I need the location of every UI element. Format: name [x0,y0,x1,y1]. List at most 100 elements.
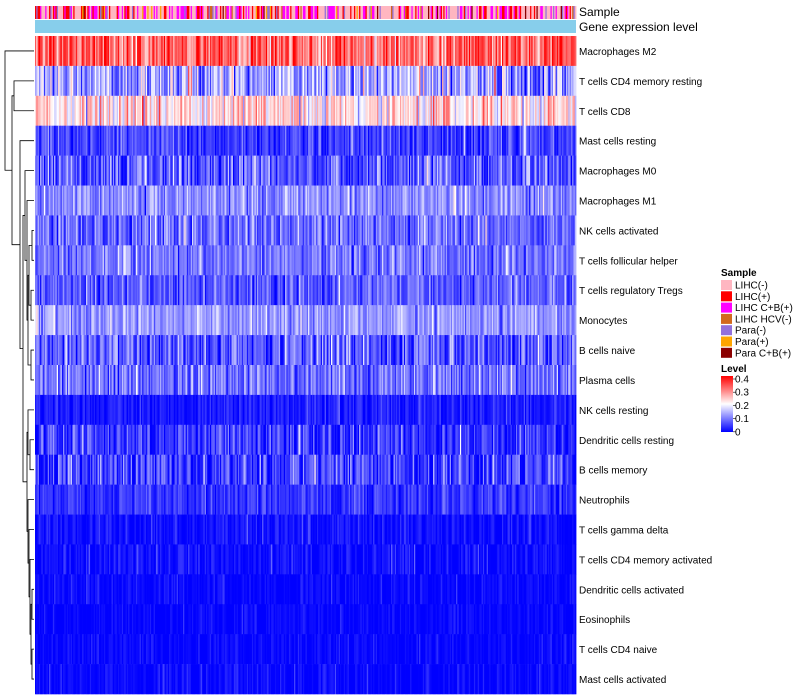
heatmap-cell [468,185,471,216]
heatmap-cell [144,65,147,97]
sample-annotation-cell [80,6,83,19]
heatmap-cell [139,95,142,127]
heatmap-cell [439,65,442,97]
heatmap-cell [117,215,120,246]
heatmap-cell [398,125,401,156]
heatmap-cell [119,36,121,67]
heatmap-cell [310,36,313,67]
heatmap-cell [462,65,465,97]
heatmap-cell [102,125,105,156]
heatmap-cell [251,335,254,366]
heatmap-cell [331,335,333,366]
heatmap-cell [572,155,574,186]
heatmap-cell [412,245,415,276]
heatmap-cell [117,245,120,276]
heatmap-cell [373,125,375,156]
heatmap-cell [517,185,519,216]
heatmap-cell [61,95,64,127]
heatmap-cell [375,245,378,276]
heatmap-cell [168,65,171,97]
heatmap-cell [231,36,234,67]
heatmap-cell [477,125,480,156]
heatmap-cell [524,305,527,336]
heatmap-cell [276,305,278,336]
heatmap-cell [522,185,525,216]
heatmap-cell [334,36,337,67]
heatmap-cell [435,185,438,216]
heatmap-cell [355,185,357,216]
heatmap-cell [142,36,144,67]
heatmap-cell [54,275,56,306]
heatmap-cell [565,305,568,336]
heatmap-cell [544,245,546,276]
heatmap-cell [332,185,334,216]
heatmap-cell [462,185,465,216]
heatmap-cell [502,65,504,97]
sample-annotation-cell [308,6,310,19]
heatmap-cell [230,155,232,186]
heatmap-cell [42,335,45,366]
heatmap-cell [487,305,490,336]
heatmap-cell [163,275,166,306]
heatmap-cell [37,215,40,246]
heatmap-cell [126,305,129,336]
sample-annotation-cell [70,6,73,19]
heatmap-cell [92,275,95,306]
sample-annotation-cell [564,6,567,19]
heatmap-cell [544,155,546,186]
heatmap-cell [393,245,396,276]
heatmap-cell [443,65,445,97]
heatmap-cell [123,65,125,97]
heatmap-cell [234,335,236,366]
heatmap-cell [84,155,87,186]
heatmap-cell [274,65,277,97]
heatmap-cell [494,65,497,97]
heatmap-cell [119,335,121,366]
heatmap-cell [355,245,357,276]
heatmap-cell [151,335,153,366]
heatmap-cell [339,215,342,246]
heatmap-cell [514,125,517,156]
heatmap-cell [332,215,334,246]
heatmap-cell [160,245,162,276]
heatmap-cell [306,36,309,67]
heatmap-cell [139,215,142,246]
heatmap-cell [535,185,537,216]
heatmap-cell [216,95,218,127]
heatmap-cell [56,65,59,97]
sample-annotation-cell [485,6,488,19]
heatmap-cell [94,36,97,67]
heatmap-cell [125,245,128,276]
heatmap-cell [356,155,359,186]
heatmap-cell [143,155,146,186]
heatmap-cell [468,95,471,127]
heatmap-cell [183,65,185,97]
heatmap-cell [57,275,60,306]
sample-annotation-cell [473,6,476,19]
sample-annotation-cell [397,6,400,19]
heatmap-cell [420,95,423,127]
heatmap-cell [405,95,407,127]
heatmap-cell [109,245,111,276]
heatmap-cell [420,65,423,97]
heatmap-cell [144,305,147,336]
sample-annotation-cell [264,6,267,19]
heatmap-cell [523,275,526,306]
heatmap-cell [65,305,68,336]
heatmap-cell [242,185,245,216]
heatmap-cell [212,155,215,186]
heatmap-cell [223,215,226,246]
heatmap-cell [212,275,215,306]
heatmap-cell [457,245,460,276]
sample-annotation-cell [526,6,528,19]
heatmap-cell [175,245,178,276]
heatmap-cell [251,155,254,186]
heatmap-cell [315,125,318,156]
heatmap-cell [102,335,105,366]
heatmap-cell [84,275,87,306]
heatmap-cell [459,65,462,97]
heatmap-cell [466,215,468,246]
heatmap-cell [445,36,448,67]
heatmap-cell [225,245,227,276]
heatmap-cell [156,335,158,366]
